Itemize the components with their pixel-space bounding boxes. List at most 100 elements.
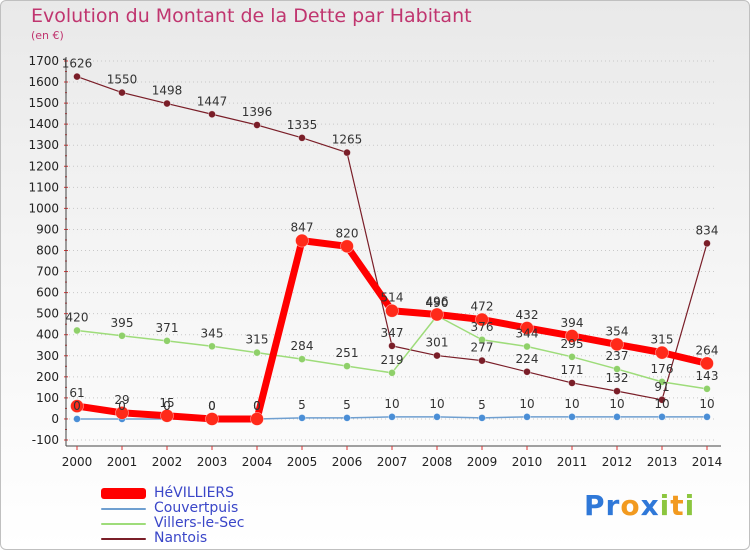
- legend: HéVILLIERS Couvertpuis Villers-le-Sec Na…: [101, 486, 244, 546]
- data-label-h-villiers: 432: [516, 308, 539, 322]
- logo-letter: r: [605, 489, 621, 522]
- data-label-h-villiers: 847: [291, 221, 314, 235]
- x-tick-label: 2006: [332, 455, 363, 469]
- data-point: [610, 337, 624, 352]
- data-label-villers-le-sec: 376: [471, 320, 494, 334]
- data-point: [163, 337, 171, 345]
- data-label-villers-le-sec: 295: [561, 337, 584, 351]
- data-label-couvertpuis: 10: [519, 397, 534, 411]
- data-label-nantois: 1335: [287, 118, 318, 132]
- data-label-villers-le-sec: 395: [111, 316, 134, 330]
- data-label-nantois: 1626: [62, 57, 93, 71]
- data-point: [478, 356, 486, 365]
- data-point: [343, 148, 351, 157]
- x-tick-label: 2001: [107, 455, 138, 469]
- data-point: [298, 134, 306, 142]
- x-tick-label: 2004: [242, 455, 273, 469]
- series-villers-le-sec: [73, 311, 711, 393]
- data-point: [73, 415, 81, 423]
- data-point: [613, 413, 621, 421]
- data-point: [343, 414, 351, 422]
- data-label-h-villiers: 354: [606, 324, 629, 338]
- data-label-nantois: 277: [471, 341, 494, 355]
- logo-letter: t: [670, 489, 685, 522]
- data-point: [298, 355, 306, 363]
- data-point: [73, 72, 81, 81]
- y-tick-label: 900: [36, 222, 59, 236]
- data-label-nantois: 91: [654, 380, 669, 394]
- legend-item-villers-le-sec: Villers-le-Sec: [101, 516, 244, 531]
- logo-letter: i: [684, 489, 696, 522]
- data-point: [433, 413, 441, 421]
- data-point: [118, 88, 126, 97]
- data-label-h-villiers: 820: [336, 226, 359, 240]
- y-tick-label: 1600: [28, 75, 59, 89]
- data-point: [208, 110, 216, 119]
- legend-swatch-villers-le-sec: [101, 522, 146, 525]
- data-point: [253, 348, 261, 357]
- data-label-h-villiers: 472: [471, 300, 494, 314]
- x-tick-label: 2008: [422, 455, 453, 469]
- data-point: [613, 365, 621, 373]
- data-label-couvertpuis: 10: [564, 397, 579, 411]
- data-point: [523, 342, 531, 351]
- data-point: [115, 406, 129, 420]
- data-point: [388, 413, 396, 421]
- chart-subtitle: (en €): [31, 29, 64, 42]
- data-label-couvertpuis: 10: [384, 397, 399, 411]
- y-tick-label: 700: [36, 265, 59, 279]
- data-label-nantois: 1447: [197, 94, 228, 108]
- data-point: [433, 351, 441, 360]
- data-label-nantois: 1265: [332, 133, 363, 147]
- data-point: [208, 342, 216, 351]
- data-point: [478, 335, 486, 344]
- y-tick-label: 600: [36, 286, 59, 300]
- legend-label-nantois: Nantois: [154, 530, 208, 546]
- legend-label-hevilliers: HéVILLIERS: [154, 485, 235, 501]
- data-label-villers-le-sec: 237: [606, 349, 629, 363]
- data-point: [478, 414, 486, 422]
- data-point: [568, 353, 576, 361]
- data-point: [253, 121, 261, 129]
- data-point: [385, 303, 399, 318]
- data-point: [658, 378, 666, 386]
- data-label-h-villiers: 394: [561, 316, 584, 330]
- x-tick-label: 2007: [377, 455, 408, 469]
- data-label-villers-le-sec: 345: [201, 326, 224, 340]
- data-label-nantois: 224: [516, 352, 539, 366]
- data-point: [163, 99, 171, 108]
- data-point: [703, 239, 711, 248]
- data-point: [73, 326, 81, 335]
- data-point: [523, 367, 531, 376]
- chart-title: Evolution du Montant de la Dette par Hab…: [31, 5, 472, 27]
- data-label-villers-le-sec: 143: [696, 369, 719, 383]
- data-label-nantois: 132: [606, 371, 629, 385]
- data-label-couvertpuis: 5: [298, 398, 306, 412]
- x-tick-label: 2011: [557, 455, 588, 469]
- data-point: [205, 412, 219, 426]
- data-label-villers-le-sec: 219: [381, 353, 404, 367]
- y-tick-label: -100: [32, 433, 59, 447]
- data-label-villers-le-sec: 284: [291, 339, 314, 353]
- data-point: [118, 331, 126, 340]
- y-tick-label: 1200: [28, 159, 59, 173]
- series-nantois: [73, 72, 711, 404]
- data-point: [568, 413, 576, 421]
- data-point: [565, 329, 579, 343]
- legend-label-villers-le-sec: Villers-le-Sec: [154, 515, 245, 531]
- data-label-couvertpuis: 10: [609, 397, 624, 411]
- data-label-couvertpuis: 0: [208, 399, 216, 413]
- data-point: [70, 399, 84, 413]
- data-label-couvertpuis: 0: [73, 399, 81, 413]
- legend-swatch-couvertpuis: [101, 507, 146, 510]
- data-label-nantois: 1550: [107, 73, 138, 87]
- y-tick-label: 1300: [28, 138, 59, 152]
- data-point: [388, 342, 396, 350]
- data-point: [520, 321, 534, 335]
- data-point: [703, 385, 711, 393]
- y-tick-label: 1100: [28, 180, 59, 194]
- data-label-villers-le-sec: 315: [246, 333, 269, 347]
- logo-letter: o: [620, 489, 641, 522]
